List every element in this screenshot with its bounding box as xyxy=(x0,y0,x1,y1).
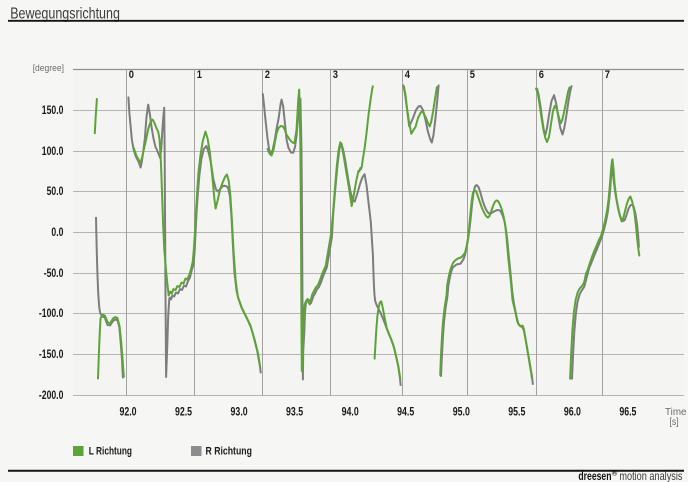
svg-text:92.5: 92.5 xyxy=(175,404,192,418)
svg-text:-100.0: -100.0 xyxy=(39,306,64,320)
svg-text:0: 0 xyxy=(129,69,134,81)
svg-text:100.0: 100.0 xyxy=(42,144,64,158)
svg-text:93.0: 93.0 xyxy=(231,404,248,418)
svg-text:[degree]: [degree] xyxy=(33,63,64,73)
svg-text:6: 6 xyxy=(539,69,544,81)
svg-text:[s]: [s] xyxy=(670,417,679,428)
svg-text:92.0: 92.0 xyxy=(119,404,136,418)
svg-text:dreesen: dreesen xyxy=(578,469,611,482)
svg-text:3: 3 xyxy=(333,69,338,81)
svg-text:4: 4 xyxy=(405,69,411,81)
svg-text:94.5: 94.5 xyxy=(397,404,414,418)
svg-text:150.0: 150.0 xyxy=(42,103,64,117)
svg-text:0.0: 0.0 xyxy=(51,225,63,239)
svg-text:5: 5 xyxy=(470,69,475,81)
svg-text:50.0: 50.0 xyxy=(47,184,64,198)
svg-text:Bewegungsrichtung: Bewegungsrichtung xyxy=(10,5,120,22)
svg-text:2: 2 xyxy=(265,69,270,81)
svg-text:®: ® xyxy=(612,469,618,478)
svg-text:R Richtung: R Richtung xyxy=(206,445,252,457)
svg-text:7: 7 xyxy=(605,69,610,81)
svg-text:95.5: 95.5 xyxy=(508,404,525,418)
svg-text:96.0: 96.0 xyxy=(564,404,581,418)
svg-text:-200.0: -200.0 xyxy=(39,388,64,402)
svg-text:Time: Time xyxy=(665,407,687,418)
svg-text:96.5: 96.5 xyxy=(619,404,636,418)
svg-text:94.0: 94.0 xyxy=(342,404,359,418)
svg-text:95.0: 95.0 xyxy=(453,404,470,418)
svg-text:-150.0: -150.0 xyxy=(39,347,64,361)
svg-text:-50.0: -50.0 xyxy=(44,266,64,280)
svg-text:1: 1 xyxy=(197,69,202,81)
svg-text:motion analysis: motion analysis xyxy=(619,469,682,482)
svg-text:L Richtung: L Richtung xyxy=(89,445,132,457)
svg-text:93.5: 93.5 xyxy=(286,404,303,418)
